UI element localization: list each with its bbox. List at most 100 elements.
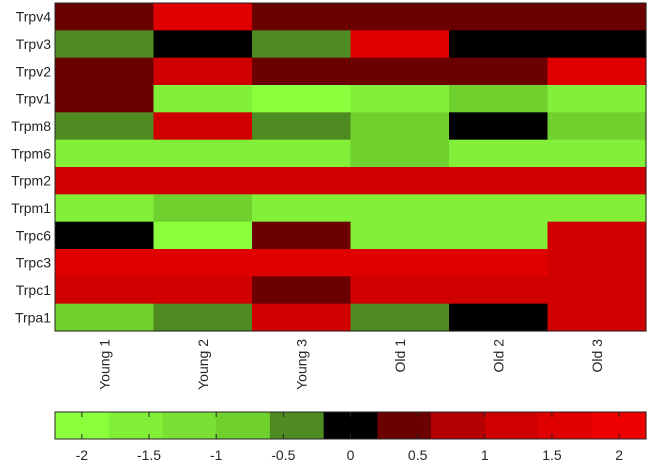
row-labels: Trpv4 Trpv3 Trpv2 Trpv1 Trpm8 Trpm6 Trpm2 Trpm1… bbox=[11, 9, 51, 326]
heatmap-cell-trpm1-young-1 bbox=[55, 194, 155, 223]
heatmap-cell-trpv4-young-2 bbox=[153, 3, 253, 31]
colorbar-tick-label: 0 bbox=[347, 447, 355, 463]
heatmap-cell-trpm8-young-2 bbox=[153, 112, 253, 141]
colorbar-tick-label: 1.5 bbox=[542, 447, 562, 463]
heatmap-cell-trpa1-young-2 bbox=[153, 303, 253, 332]
heatmap-cell-trpc6-old-3 bbox=[547, 221, 647, 250]
column-label-old-1: Old 1 bbox=[392, 339, 408, 373]
column-label-young-2: Young 2 bbox=[195, 339, 211, 390]
heatmap-cell-trpm6-old-3 bbox=[547, 139, 647, 168]
row-label-trpm6: Trpm6 bbox=[11, 145, 51, 161]
heatmap-cell-trpc1-young-2 bbox=[153, 276, 253, 305]
heatmap-cell-trpv4-old-2 bbox=[449, 3, 549, 31]
heatmap-cell-trpc3-young-1 bbox=[55, 249, 155, 277]
heatmap-cell-trpm8-young-1 bbox=[55, 112, 155, 141]
heatmap-cell-trpv1-old-1 bbox=[350, 85, 450, 113]
colorbar-swatch bbox=[431, 412, 486, 439]
plot-frame bbox=[54, 2, 647, 332]
heatmap-cell-trpc3-old-1 bbox=[350, 249, 450, 277]
heatmap-cell-trpm6-old-1 bbox=[350, 139, 450, 168]
heatmap-cell-trpm1-young-2 bbox=[153, 194, 253, 223]
heatmap-cell-trpc3-young-2 bbox=[153, 249, 253, 277]
heatmap-cell-trpv4-young-1 bbox=[55, 3, 155, 31]
column-label-young-1: Young 1 bbox=[96, 339, 112, 390]
heatmap-cell-trpv2-young-3 bbox=[252, 57, 352, 86]
heatmap-cell-trpm1-old-1 bbox=[350, 194, 450, 223]
colorbar-tick-label: -1 bbox=[210, 447, 223, 463]
row-label-trpc6: Trpc6 bbox=[16, 227, 51, 243]
row-label-trpc1: Trpc1 bbox=[16, 282, 51, 298]
colorbar-tick-label: 0.5 bbox=[408, 447, 428, 463]
heatmap-cell-trpv4-old-1 bbox=[350, 3, 450, 31]
heatmap-cell-trpv2-old-3 bbox=[547, 57, 647, 86]
heatmap-cell-trpm6-old-2 bbox=[449, 139, 549, 168]
heatmap-cell-trpm2-young-3 bbox=[252, 167, 352, 195]
column-label-old-2: Old 2 bbox=[490, 339, 506, 373]
heatmap-cell-trpc6-young-1 bbox=[55, 221, 155, 250]
heatmap-cell-trpa1-old-1 bbox=[350, 303, 450, 332]
heatmap-cell-trpm2-young-1 bbox=[55, 167, 155, 195]
heatmap-cell-trpv3-old-1 bbox=[350, 30, 450, 59]
colorbar-tick-label: -0.5 bbox=[271, 447, 295, 463]
heatmap-cell-trpm2-young-2 bbox=[153, 167, 253, 195]
heatmap-cell-trpv1-young-1 bbox=[55, 85, 155, 113]
colorbar-swatch bbox=[538, 412, 593, 439]
heatmap-cell-trpm6-young-1 bbox=[55, 139, 155, 168]
colorbar-swatch bbox=[377, 412, 432, 439]
heatmap-cell-trpc6-young-3 bbox=[252, 221, 352, 250]
heatmap-cell-trpv2-old-2 bbox=[449, 57, 549, 86]
colorbar-swatch bbox=[484, 412, 540, 439]
heatmap-cell-trpc1-old-1 bbox=[350, 276, 450, 305]
row-label-trpc3: Trpc3 bbox=[16, 255, 51, 271]
heatmap-cell-trpv2-young-1 bbox=[55, 57, 155, 86]
column-label-young-3: Young 3 bbox=[293, 339, 309, 390]
heatmap-cell-trpm2-old-3 bbox=[547, 167, 647, 195]
heatmap-cell-trpa1-old-2 bbox=[449, 303, 549, 332]
colorbar-swatch bbox=[216, 412, 271, 439]
heatmap-cell-trpv4-old-3 bbox=[547, 3, 647, 31]
heatmap-cell-trpc6-old-1 bbox=[350, 221, 450, 250]
heatmap-cell-trpm8-old-1 bbox=[350, 112, 450, 141]
row-label-trpm8: Trpm8 bbox=[11, 118, 51, 134]
heatmap-cell-trpa1-young-3 bbox=[252, 303, 352, 332]
heatmap-cell-trpv3-old-2 bbox=[449, 30, 549, 59]
heatmap-cell-trpv1-old-2 bbox=[449, 85, 549, 113]
heatmap-cell-trpv3-young-3 bbox=[252, 30, 352, 59]
heatmap-cell-trpv2-young-2 bbox=[153, 57, 253, 86]
row-label-trpv3: Trpv3 bbox=[16, 36, 51, 52]
heatmap-cell-trpv1-young-2 bbox=[153, 85, 253, 113]
heatmap-cell-trpv4-young-3 bbox=[252, 3, 352, 31]
colorbar-ticks: -2 -1.5 -1 -0.5 0 0.5 1 1.5 2 bbox=[76, 412, 623, 463]
heatmap-cell-trpm8-old-2 bbox=[449, 112, 549, 141]
column-label-old-3: Old 3 bbox=[589, 339, 605, 373]
row-label-trpv4: Trpv4 bbox=[16, 9, 51, 25]
heatmap-cell-trpv1-young-3 bbox=[252, 85, 352, 113]
heatmap-cell-trpv3-young-1 bbox=[55, 30, 155, 59]
heatmap-cell-trpc3-old-3 bbox=[547, 249, 647, 277]
colorbar-swatch bbox=[269, 412, 325, 439]
row-label-trpm1: Trpm1 bbox=[11, 200, 51, 216]
column-labels: Young 1 Young 2 Young 3 Old 1 Old 2 Old 3 bbox=[96, 339, 605, 390]
heatmap-cell-trpc1-young-3 bbox=[252, 276, 352, 305]
heatmap-cell-trpc1-young-1 bbox=[55, 276, 155, 305]
heatmap-cell-trpv3-old-3 bbox=[547, 30, 647, 59]
heatmap-cell-trpv2-old-1 bbox=[350, 57, 450, 86]
colorbar-tick-label: -2 bbox=[76, 447, 89, 463]
heatmap-cell-trpv1-old-3 bbox=[547, 85, 647, 113]
heatmap-cell-trpm2-old-2 bbox=[449, 167, 549, 195]
colorbar-tick-label: -1.5 bbox=[137, 447, 161, 463]
heatmap-cell-trpm1-young-3 bbox=[252, 194, 352, 223]
colorbar-tick-label: 1 bbox=[481, 447, 489, 463]
heatmap-cell-trpc3-old-2 bbox=[449, 249, 549, 277]
heatmap-cell-trpa1-young-1 bbox=[55, 303, 155, 332]
colorbar-tick-label: 2 bbox=[615, 447, 623, 463]
heatmap-cell-trpm6-young-2 bbox=[153, 139, 253, 168]
heatmap-cell-trpm2-old-1 bbox=[350, 167, 450, 195]
heatmap-cell-trpc1-old-2 bbox=[449, 276, 549, 305]
colorbar-swatch bbox=[162, 412, 217, 439]
heatmap-cell-trpm8-young-3 bbox=[252, 112, 352, 141]
row-label-trpa1: Trpa1 bbox=[15, 309, 51, 325]
heatmap-cell-trpm6-young-3 bbox=[252, 139, 352, 168]
row-label-trpm2: Trpm2 bbox=[11, 173, 51, 189]
